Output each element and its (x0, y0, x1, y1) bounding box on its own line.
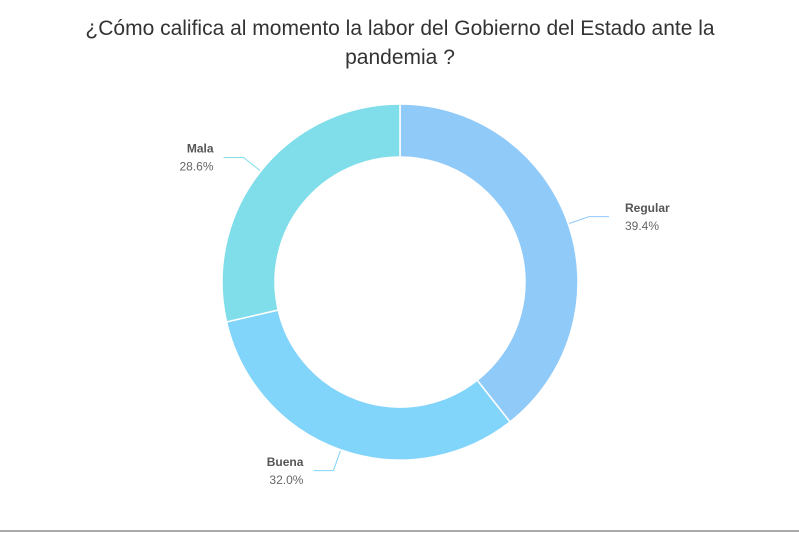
leader-line (223, 156, 261, 171)
donut-slice (399, 103, 579, 424)
slice-value-label: 28.6% (179, 160, 213, 174)
slice-label: Buena (267, 455, 304, 469)
donut-slice (225, 309, 512, 461)
slice-value-label: 32.0% (269, 473, 303, 487)
slice-label: Regular (625, 201, 670, 215)
slice-label: Mala (187, 142, 214, 156)
leader-line (313, 450, 341, 472)
slice-value-label: 39.4% (625, 219, 659, 233)
chart-title: ¿Cómo califica al momento la labor del G… (85, 17, 715, 69)
leader-line (569, 216, 610, 224)
donut-slice (221, 103, 401, 323)
